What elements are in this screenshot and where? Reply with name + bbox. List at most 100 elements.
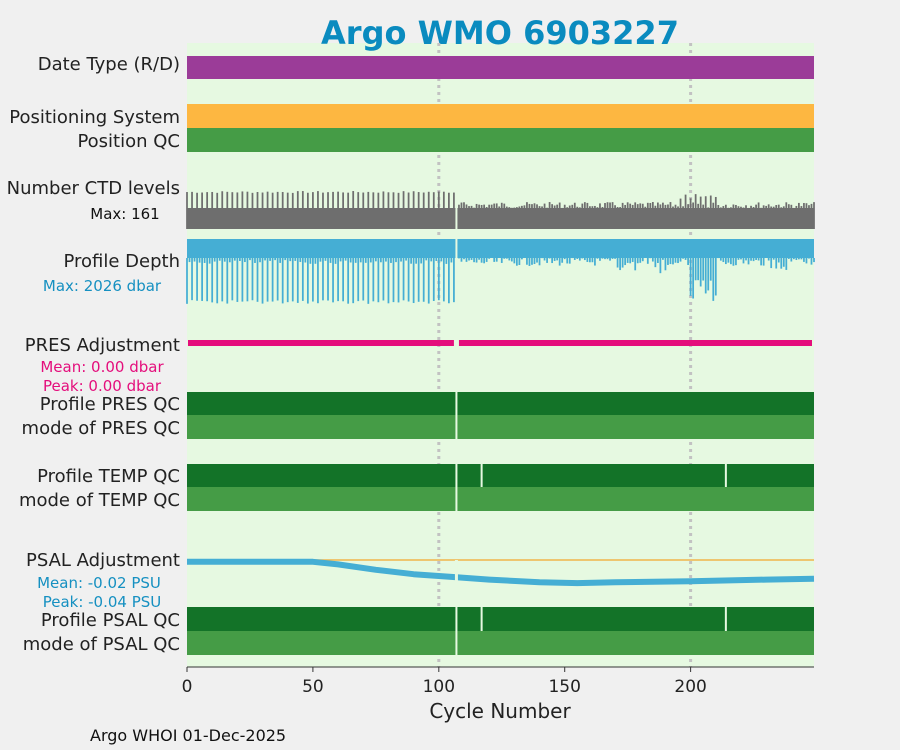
band-profile-pres-qc — [187, 392, 814, 415]
depth-bar-160 — [589, 258, 591, 263]
depth-bar-233 — [772, 258, 775, 260]
depth-bar-57 — [329, 258, 332, 263]
depth-bar-212 — [719, 258, 722, 261]
depth-bar-214 — [724, 258, 727, 265]
depth-bar-161 — [591, 258, 594, 263]
depth-bar-220 — [740, 258, 742, 260]
band-profile-psal-qc — [187, 607, 814, 631]
depth-bar-56 — [327, 258, 329, 301]
depth-bar-62 — [342, 258, 345, 302]
depth-bar-7 — [203, 258, 206, 263]
depth-bar-86 — [402, 258, 405, 301]
depth-bar-181 — [641, 258, 644, 262]
depth-bar-32 — [266, 258, 269, 302]
depth-bar-46 — [301, 258, 304, 301]
depth-bar-242 — [795, 258, 798, 261]
depth-bar-83 — [395, 258, 397, 263]
depth-bar-17 — [228, 258, 231, 263]
gap-ctd-107 — [455, 190, 458, 229]
depth-bar-236 — [780, 258, 783, 269]
depth-bar-89 — [410, 258, 412, 264]
depth-bar-193 — [672, 258, 674, 265]
depth-bar-209 — [712, 258, 715, 301]
depth-bar-103 — [445, 258, 448, 264]
depth-bar-11 — [213, 258, 216, 262]
depth-bar-198 — [684, 258, 687, 260]
depth-bar-128 — [508, 258, 511, 261]
depth-bar-225 — [752, 258, 755, 262]
depth-bar-28 — [256, 258, 259, 302]
label-ctd-levels: Number CTD levels — [7, 178, 180, 199]
depth-bar-131 — [515, 258, 518, 266]
depth-bar-55 — [324, 258, 327, 261]
depth-bar-65 — [349, 258, 352, 263]
x-tick-label-50: 50 — [302, 677, 324, 697]
depth-bar-237 — [782, 258, 785, 267]
note-depth-max: Max: 2026 dbar — [43, 277, 162, 295]
depth-bar-47 — [304, 258, 307, 263]
depth-bar-13 — [218, 258, 221, 261]
depth-bar-120 — [488, 258, 491, 259]
depth-bar-90 — [412, 258, 415, 304]
depth-bar-165 — [601, 258, 604, 259]
depth-bar-244 — [800, 258, 803, 260]
note-pres-peak: Peak: 0.00 dbar — [43, 377, 162, 395]
depth-bar-232 — [770, 258, 773, 269]
depth-bar-196 — [679, 258, 682, 262]
depth-bar-197 — [682, 258, 684, 259]
depth-bar-51 — [314, 258, 317, 264]
depth-bar-19 — [233, 258, 236, 261]
depth-bar-4 — [196, 258, 198, 301]
depth-bar-140 — [538, 258, 541, 266]
depth-bar-33 — [269, 258, 271, 261]
depth-bar-133 — [521, 258, 523, 260]
label-profile-pres-qc: Profile PRES QC — [40, 394, 180, 415]
depth-bar-227 — [757, 258, 760, 261]
depth-bar-158 — [583, 258, 586, 261]
depth-bar-113 — [470, 258, 473, 260]
depth-bar-245 — [803, 258, 805, 262]
depth-bar-207 — [707, 258, 710, 291]
depth-bar-195 — [677, 258, 679, 264]
depth-bar-69 — [359, 258, 362, 263]
depth-bar-36 — [276, 258, 279, 301]
row-labels: Date Type (R/D) Positioning System Posit… — [7, 54, 180, 655]
depth-bar-82 — [392, 258, 395, 303]
depth-bar-169 — [611, 258, 614, 259]
depth-bar-31 — [264, 258, 266, 261]
label-mode-pres-qc: mode of PRES QC — [22, 418, 180, 439]
depth-bar-49 — [309, 258, 312, 264]
depth-bar-73 — [369, 258, 372, 263]
depth-bar-152 — [568, 258, 571, 264]
depth-bar-14 — [221, 258, 224, 302]
depth-bar-139 — [536, 258, 538, 263]
depth-bar-0 — [186, 258, 188, 304]
label-profile-psal-qc: Profile PSAL QC — [41, 610, 180, 631]
depth-bar-216 — [730, 258, 732, 265]
gap-mode-temp-qc-107 — [455, 487, 458, 511]
depth-bar-117 — [480, 258, 483, 263]
x-tick-label-150: 150 — [548, 677, 580, 697]
depth-bar-96 — [427, 258, 430, 304]
depth-bar-170 — [614, 258, 616, 259]
depth-bar-40 — [286, 258, 289, 303]
gap-psal-adj-107 — [454, 560, 458, 582]
depth-bar-240 — [790, 258, 793, 262]
depth-bar-95 — [425, 258, 428, 261]
depth-bar-22 — [241, 258, 244, 302]
depth-bar-67 — [354, 258, 357, 263]
depth-bar-204 — [699, 258, 702, 287]
depth-bar-137 — [531, 258, 533, 265]
depth-bar-34 — [271, 258, 274, 302]
depth-bar-186 — [654, 258, 657, 268]
depth-bar-200 — [689, 258, 692, 296]
depth-bar-99 — [435, 258, 438, 261]
depth-bar-37 — [279, 258, 282, 263]
depth-bar-75 — [374, 258, 377, 262]
depth-bar-2 — [191, 258, 193, 301]
depth-bar-205 — [702, 258, 705, 281]
band-mode-temp-qc — [187, 487, 814, 511]
band-position-qc — [187, 128, 814, 152]
depth-bar-249 — [813, 258, 815, 263]
gap-mode-pres-qc-107 — [455, 415, 458, 439]
